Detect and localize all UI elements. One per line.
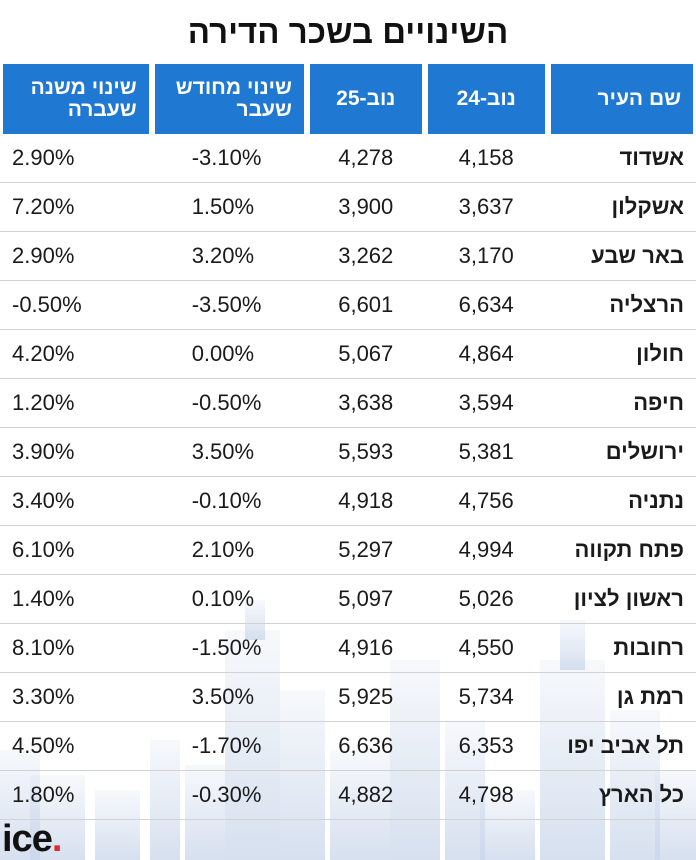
nov25-cell: 3,262 xyxy=(306,232,425,281)
year-change-cell: 6.10% xyxy=(0,526,152,575)
month-change-cell: -0.10% xyxy=(151,477,307,526)
nov25-cell: 5,067 xyxy=(306,330,425,379)
nov24-cell: 5,381 xyxy=(424,428,548,477)
month-change-cell: 3.50% xyxy=(151,673,307,722)
nov25-cell: 5,297 xyxy=(306,526,425,575)
rent-changes-table: שם העיר נוב-24 נוב-25 שינוי מחודש שעבר ש… xyxy=(0,64,696,820)
nov24-cell: 6,353 xyxy=(424,722,548,771)
ice-logo: ice. xyxy=(2,818,63,860)
city-cell: רחובות xyxy=(547,624,696,673)
nov25-cell: 4,882 xyxy=(306,771,425,820)
page-title: השינויים בשכר הדירה xyxy=(187,13,509,50)
month-change-cell: -3.50% xyxy=(151,281,307,330)
column-header-city: שם העיר xyxy=(547,64,696,134)
year-change-cell: 1.40% xyxy=(0,575,152,624)
nov25-cell: 5,593 xyxy=(306,428,425,477)
city-cell: פתח תקווה xyxy=(547,526,696,575)
year-change-cell: 1.20% xyxy=(0,379,152,428)
logo-dot: . xyxy=(51,818,63,860)
city-cell: נתניה xyxy=(547,477,696,526)
nov25-cell: 5,925 xyxy=(306,673,425,722)
table-row: תל אביב יפו 6,353 6,636 -1.70% 4.50% xyxy=(0,722,696,771)
table-row: נתניה 4,756 4,918 -0.10% 3.40% xyxy=(0,477,696,526)
table-row: אשדוד 4,158 4,278 -3.10% 2.90% xyxy=(0,134,696,183)
month-change-cell: -3.10% xyxy=(151,134,307,183)
year-change-cell: 7.20% xyxy=(0,183,152,232)
city-cell: רמת גן xyxy=(547,673,696,722)
table-row: ראשון לציון 5,026 5,097 0.10% 1.40% xyxy=(0,575,696,624)
column-header-year-change: שינוי משנה שעברה xyxy=(0,64,152,134)
year-change-cell: 2.90% xyxy=(0,134,152,183)
table-row: רמת גן 5,734 5,925 3.50% 3.30% xyxy=(0,673,696,722)
month-change-cell: 1.50% xyxy=(151,183,307,232)
city-cell: כל הארץ xyxy=(547,771,696,820)
logo-text: ice xyxy=(2,818,53,860)
table-row: פתח תקווה 4,994 5,297 2.10% 6.10% xyxy=(0,526,696,575)
city-cell: תל אביב יפו xyxy=(547,722,696,771)
month-change-cell: 3.50% xyxy=(151,428,307,477)
column-header-nov24: נוב-24 xyxy=(424,64,548,134)
year-change-cell: 3.40% xyxy=(0,477,152,526)
nov24-cell: 4,550 xyxy=(424,624,548,673)
month-change-cell: 0.10% xyxy=(151,575,307,624)
year-change-cell: 2.90% xyxy=(0,232,152,281)
year-change-cell: 3.90% xyxy=(0,428,152,477)
year-change-cell: 4.50% xyxy=(0,722,152,771)
city-cell: ירושלים xyxy=(547,428,696,477)
column-header-nov25: נוב-25 xyxy=(306,64,425,134)
city-cell: חולון xyxy=(547,330,696,379)
year-change-cell: 4.20% xyxy=(0,330,152,379)
nov24-cell: 3,594 xyxy=(424,379,548,428)
table-row: רחובות 4,550 4,916 -1.50% 8.10% xyxy=(0,624,696,673)
nov24-cell: 4,158 xyxy=(424,134,548,183)
nov25-cell: 3,638 xyxy=(306,379,425,428)
year-change-cell: -0.50% xyxy=(0,281,152,330)
city-cell: חיפה xyxy=(547,379,696,428)
year-change-cell: 3.30% xyxy=(0,673,152,722)
nov25-cell: 3,900 xyxy=(306,183,425,232)
month-change-cell: 0.00% xyxy=(151,330,307,379)
city-cell: באר שבע xyxy=(547,232,696,281)
table-row: הרצליה 6,634 6,601 -3.50% -0.50% xyxy=(0,281,696,330)
column-header-month-change: שינוי מחודש שעבר xyxy=(151,64,307,134)
table-row: ירושלים 5,381 5,593 3.50% 3.90% xyxy=(0,428,696,477)
table-row: חיפה 3,594 3,638 -0.50% 1.20% xyxy=(0,379,696,428)
month-change-cell: -0.50% xyxy=(151,379,307,428)
table-row: אשקלון 3,637 3,900 1.50% 7.20% xyxy=(0,183,696,232)
month-change-cell: 2.10% xyxy=(151,526,307,575)
month-change-cell: -1.50% xyxy=(151,624,307,673)
nov25-cell: 4,916 xyxy=(306,624,425,673)
nov25-cell: 4,278 xyxy=(306,134,425,183)
nov24-cell: 3,637 xyxy=(424,183,548,232)
nov24-cell: 3,170 xyxy=(424,232,548,281)
city-cell: אשקלון xyxy=(547,183,696,232)
table-row: כל הארץ 4,798 4,882 -0.30% 1.80% xyxy=(0,771,696,820)
nov24-cell: 5,026 xyxy=(424,575,548,624)
nov24-cell: 5,734 xyxy=(424,673,548,722)
nov24-cell: 4,864 xyxy=(424,330,548,379)
table-row: באר שבע 3,170 3,262 3.20% 2.90% xyxy=(0,232,696,281)
month-change-cell: -1.70% xyxy=(151,722,307,771)
month-change-cell: 3.20% xyxy=(151,232,307,281)
nov25-cell: 5,097 xyxy=(306,575,425,624)
month-change-cell: -0.30% xyxy=(151,771,307,820)
nov24-cell: 4,994 xyxy=(424,526,548,575)
year-change-cell: 1.80% xyxy=(0,771,152,820)
nov24-cell: 4,798 xyxy=(424,771,548,820)
city-cell: הרצליה xyxy=(547,281,696,330)
nov25-cell: 6,636 xyxy=(306,722,425,771)
city-cell: ראשון לציון xyxy=(547,575,696,624)
year-change-cell: 8.10% xyxy=(0,624,152,673)
table-header-row: שם העיר נוב-24 נוב-25 שינוי מחודש שעבר ש… xyxy=(0,64,696,134)
nov25-cell: 6,601 xyxy=(306,281,425,330)
nov24-cell: 4,756 xyxy=(424,477,548,526)
nov25-cell: 4,918 xyxy=(306,477,425,526)
city-cell: אשדוד xyxy=(547,134,696,183)
nov24-cell: 6,634 xyxy=(424,281,548,330)
table-row: חולון 4,864 5,067 0.00% 4.20% xyxy=(0,330,696,379)
